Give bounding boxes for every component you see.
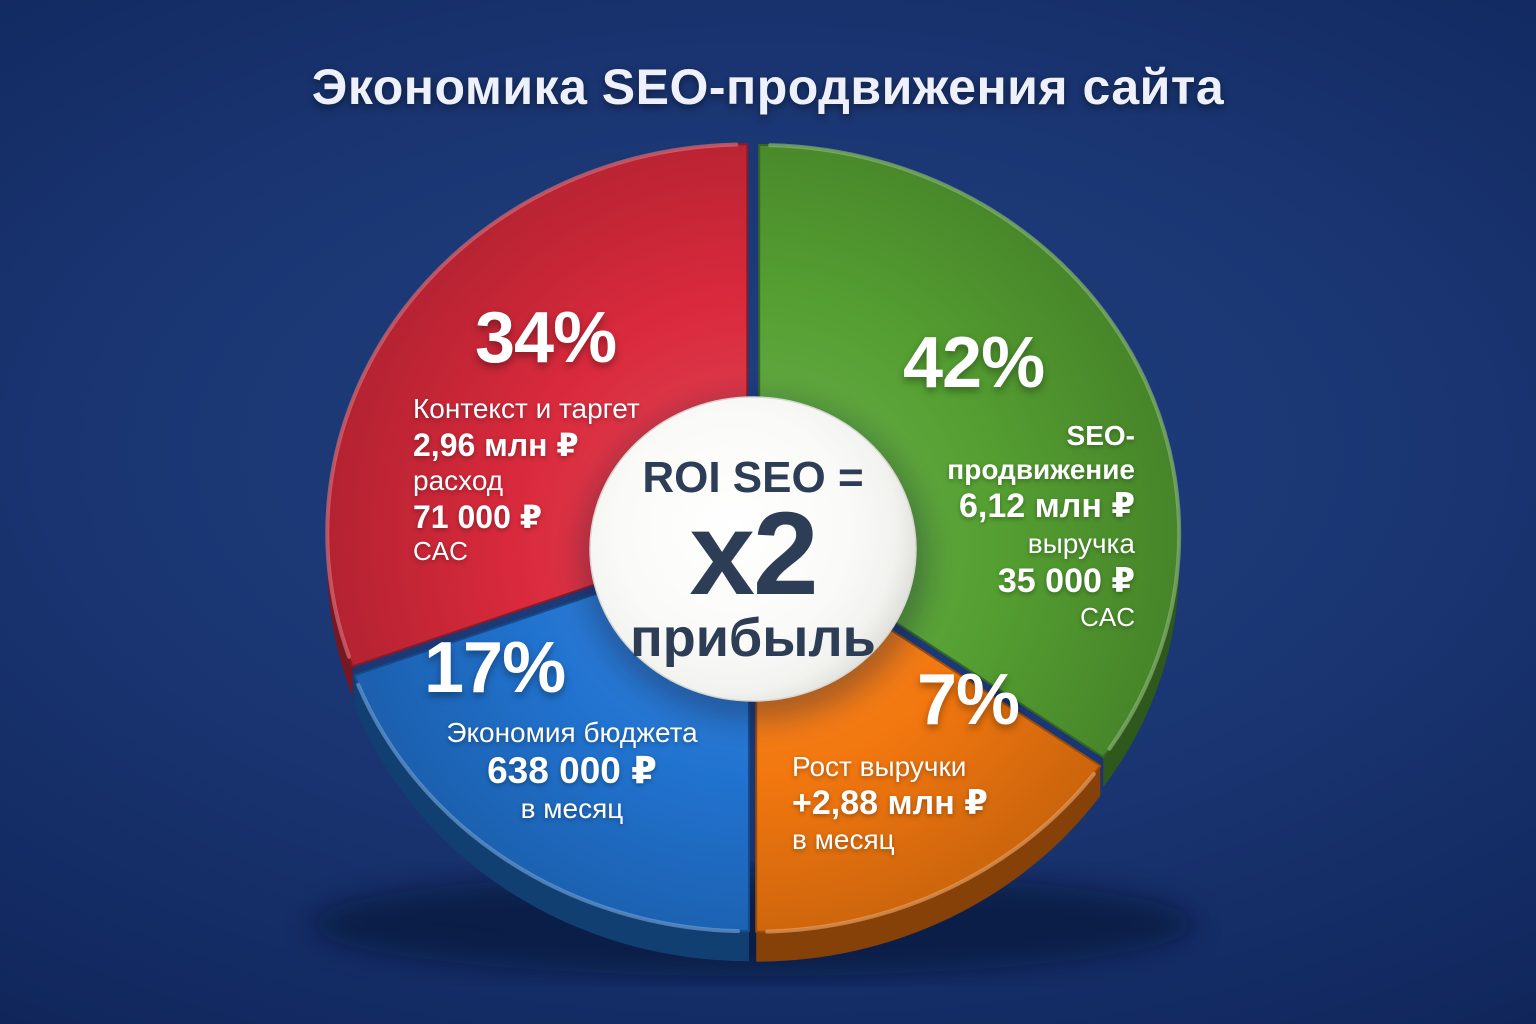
pie-wall-context (327, 546, 353, 697)
segment-label: Рост выручки (792, 751, 967, 782)
segment-caption: расход (413, 464, 504, 496)
pie-slice-rim-highlight (765, 772, 1096, 934)
segment-value: 638 000 ₽ (487, 749, 657, 791)
pie-ground-shadow (311, 872, 1195, 976)
segment-label: SEO-продвижение (947, 420, 1135, 485)
pie-wall-seo (1103, 547, 1179, 788)
percent-value: 17% (424, 628, 566, 708)
center-circle (589, 396, 917, 702)
segment-caption: CAC (413, 535, 468, 566)
segment-context-target: 34% Контекст и таргет 2,96 млн ₽ расход … (413, 302, 653, 567)
segment-value: 35 000 ₽ (997, 562, 1135, 601)
segment-value: +2,88 млн ₽ (792, 783, 988, 822)
segment-revenue-growth: 7% Рост выручки +2,88 млн ₽ в месяц (792, 664, 1052, 856)
roi-label: ROI SEO = (642, 453, 864, 502)
pie-slice-rim-highlight (325, 142, 739, 659)
percent-value: 34% (475, 298, 617, 378)
pie-wall-growth (756, 765, 1101, 962)
segment-value: 6,12 млн ₽ (958, 487, 1135, 526)
segment-value: 2,96 млн ₽ (413, 426, 579, 463)
segment-caption: выручка (1027, 528, 1135, 560)
center-roi-badge: ROI SEO = x2 прибыль (588, 456, 918, 665)
segment-label: Экономия бюджета (446, 717, 698, 748)
pie-wall-savings (354, 675, 749, 962)
pie-slice-rim-highlight (768, 143, 1182, 751)
segment-caption: в месяц (792, 823, 895, 855)
roi-multiplier: x2 (689, 488, 818, 620)
pie-slice-rim-highlight (356, 682, 740, 934)
segment-value: 71 000 ₽ (413, 498, 543, 535)
percent-value: 7% (917, 660, 1020, 740)
segment-budget-savings: 17% Экономия бюджета 638 000 ₽ в месяц (422, 632, 722, 826)
segment-seo: 42% SEO-продвижение 6,12 млн ₽ выручка 3… (885, 327, 1135, 634)
segment-caption: CAC (1080, 602, 1135, 633)
page-title: Экономика SEO-продвижения сайта (311, 59, 1225, 115)
roi-caption: прибыль (630, 607, 876, 668)
segment-caption: в месяц (520, 793, 624, 825)
percent-value: 42% (903, 323, 1045, 403)
segment-label: Контекст и таргет (413, 393, 640, 424)
